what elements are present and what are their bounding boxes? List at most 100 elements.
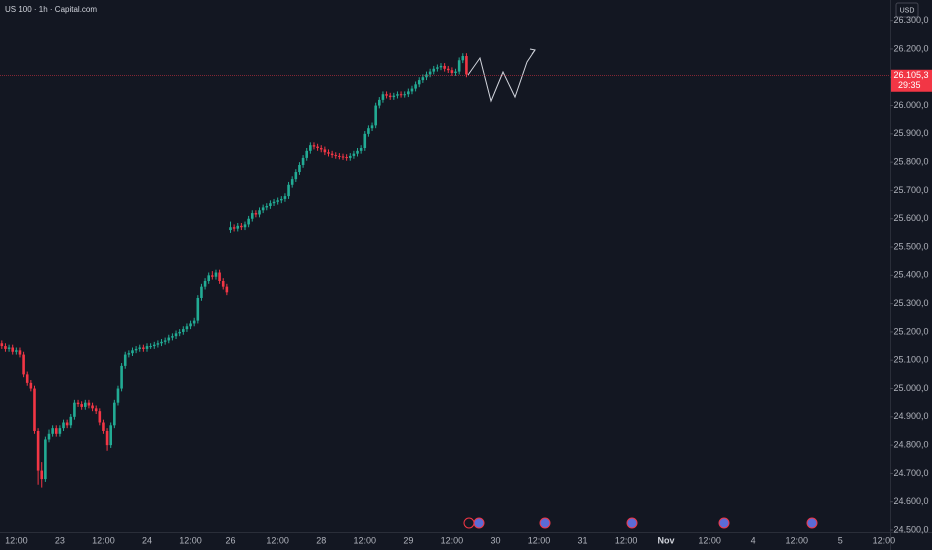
x-tick-label: 12:00 xyxy=(873,535,896,545)
candle-body xyxy=(134,348,138,351)
event-icon[interactable] xyxy=(718,517,730,529)
candle-body xyxy=(439,65,443,68)
candle-body xyxy=(272,201,276,204)
candle-body xyxy=(432,68,436,72)
candle-body xyxy=(392,95,396,98)
candle-body xyxy=(36,430,40,471)
candle-body xyxy=(367,128,370,134)
y-tick-label: 25.900,0 xyxy=(893,128,928,138)
x-tick-label: 24 xyxy=(142,535,152,545)
x-tick-label: Nov xyxy=(658,535,675,545)
x-tick-label: 12:00 xyxy=(92,535,115,545)
candle-body xyxy=(323,149,327,153)
candle-body xyxy=(54,428,58,434)
last-price-box xyxy=(891,69,932,92)
candle-body xyxy=(123,354,127,366)
candle-body xyxy=(269,203,272,207)
candle-body xyxy=(4,346,7,349)
projection-drawing[interactable] xyxy=(467,49,536,103)
candle-body xyxy=(399,94,403,96)
candle-body xyxy=(436,67,439,69)
candle-body xyxy=(80,404,83,407)
y-tick-label: 24.600,0 xyxy=(893,496,928,506)
candle-body xyxy=(163,340,167,342)
y-tick-label: 25.500,0 xyxy=(893,241,928,251)
candle-body xyxy=(203,280,207,287)
candle-body xyxy=(156,343,160,345)
candle-body xyxy=(73,402,76,417)
candle-body xyxy=(290,179,294,185)
event-icon[interactable] xyxy=(626,517,638,529)
candle-body xyxy=(348,155,352,158)
candle-body xyxy=(319,147,323,150)
candle-body xyxy=(138,347,142,349)
candle-body xyxy=(69,416,73,426)
y-tick-label: 25.200,0 xyxy=(893,326,928,336)
candle-body xyxy=(294,172,298,180)
event-icon[interactable] xyxy=(539,517,551,529)
candle-body xyxy=(149,346,152,348)
x-tick-label: 12:00 xyxy=(698,535,721,545)
y-tick-label: 26.300,0 xyxy=(893,15,928,25)
event-icon[interactable] xyxy=(473,517,485,529)
candle-body xyxy=(189,323,192,327)
candle-body xyxy=(192,320,196,324)
candle-body xyxy=(225,286,229,293)
candle-body xyxy=(327,152,330,154)
candle-body xyxy=(102,422,105,431)
candle-body xyxy=(218,272,221,281)
y-tick-label: 24.900,0 xyxy=(893,411,928,421)
candle-body xyxy=(109,425,113,446)
candle-body xyxy=(407,91,410,95)
candles xyxy=(0,53,468,488)
y-tick-label: 25.000,0 xyxy=(893,383,928,393)
y-tick-label: 24.800,0 xyxy=(893,440,928,450)
candle-body xyxy=(254,213,258,215)
candle-body xyxy=(341,156,345,158)
candle-body xyxy=(370,125,374,129)
candle-body xyxy=(421,77,425,81)
candle-body xyxy=(40,470,44,480)
candle-body xyxy=(338,155,341,157)
candle-body xyxy=(142,347,145,349)
x-tick-label: 12:00 xyxy=(615,535,638,545)
candle-body xyxy=(330,153,334,156)
y-tick-label: 25.700,0 xyxy=(893,185,928,195)
candle-body xyxy=(152,344,156,347)
candle-body xyxy=(287,184,290,197)
event-icon[interactable] xyxy=(463,517,475,529)
candle-body xyxy=(363,133,367,148)
candle-body xyxy=(116,388,120,403)
candle-body xyxy=(414,84,417,89)
candle-body xyxy=(454,71,457,74)
candle-body xyxy=(261,207,265,211)
x-tick-label: 5 xyxy=(838,535,843,545)
candle-body xyxy=(276,200,279,202)
currency-box[interactable] xyxy=(895,2,919,18)
candle-body xyxy=(33,388,36,431)
candle-body xyxy=(145,346,149,349)
x-tick-label: 29 xyxy=(403,535,413,545)
candle-body xyxy=(83,402,87,407)
candle-body xyxy=(91,405,94,409)
y-tick-label: 25.400,0 xyxy=(893,270,928,280)
candle-body xyxy=(131,350,134,354)
y-tick-label: 24.700,0 xyxy=(893,468,928,478)
candle-body xyxy=(167,337,171,341)
event-icon[interactable] xyxy=(806,517,818,529)
candle-body xyxy=(385,94,388,96)
candle-body xyxy=(243,224,247,228)
candle-body xyxy=(178,331,181,334)
candle-body xyxy=(258,210,261,215)
last-price-label: 26.105,3 xyxy=(893,70,928,80)
currency: USD xyxy=(900,7,915,14)
candle-body xyxy=(11,347,15,352)
x-tick-label: 12:00 xyxy=(785,535,808,545)
candle-body xyxy=(62,422,65,429)
candle-body xyxy=(58,428,62,434)
x-tick-label: 31 xyxy=(578,535,588,545)
countdown: 29:35 xyxy=(898,80,921,90)
candle-body xyxy=(236,225,240,229)
x-tick-label: 30 xyxy=(490,535,500,545)
